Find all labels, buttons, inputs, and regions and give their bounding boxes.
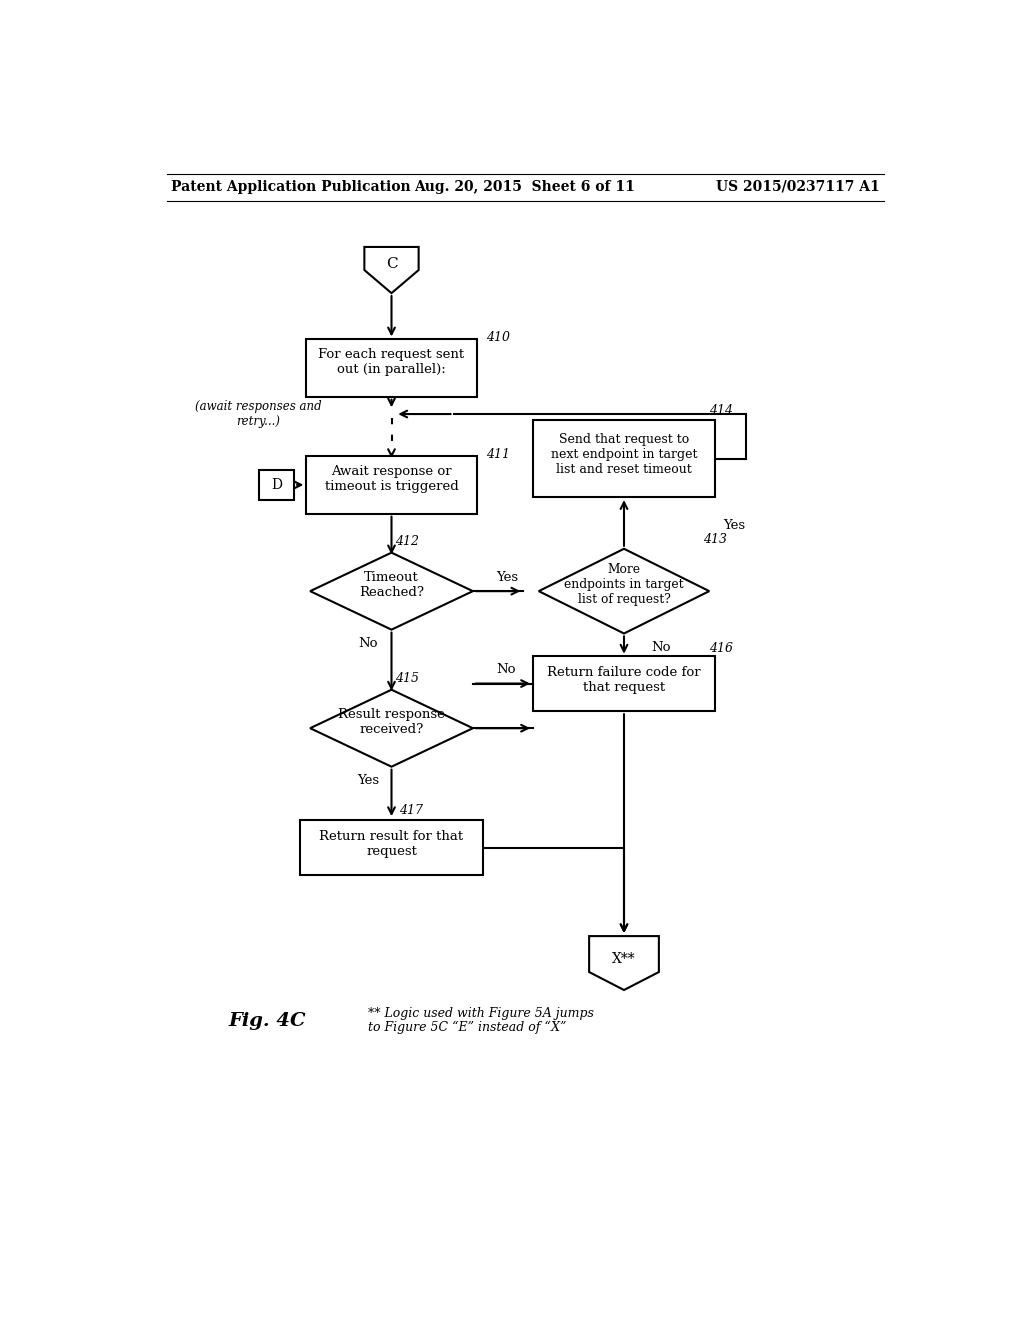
Text: D: D <box>271 478 283 492</box>
Text: Timeout
Reached?: Timeout Reached? <box>359 572 424 599</box>
Bar <box>532 656 715 711</box>
Bar <box>300 820 482 875</box>
Text: Return result for that
request: Return result for that request <box>319 830 464 858</box>
Bar <box>532 420 715 498</box>
Text: ** Logic used with Figure 5A jumps: ** Logic used with Figure 5A jumps <box>369 1007 594 1019</box>
Text: Send that request to
next endpoint in target
list and reset timeout: Send that request to next endpoint in ta… <box>551 433 697 477</box>
Text: Yes: Yes <box>357 774 379 787</box>
Text: (await responses and
retry...): (await responses and retry...) <box>195 400 322 428</box>
Text: No: No <box>496 663 516 676</box>
Text: Patent Application Publication: Patent Application Publication <box>171 180 411 194</box>
Text: For each request sent
out (in parallel):: For each request sent out (in parallel): <box>318 347 465 376</box>
Text: Fig. 4C: Fig. 4C <box>228 1012 306 1030</box>
Text: No: No <box>651 640 671 653</box>
Bar <box>259 470 294 499</box>
Text: No: No <box>358 638 378 649</box>
Text: 416: 416 <box>710 642 733 655</box>
Text: Await response or
timeout is triggered: Await response or timeout is triggered <box>325 465 459 492</box>
Polygon shape <box>365 247 419 293</box>
Text: More
endpoints in target
list of request?: More endpoints in target list of request… <box>564 564 684 606</box>
Text: to Figure 5C “E” instead of “X”: to Figure 5C “E” instead of “X” <box>369 1020 566 1034</box>
Text: 410: 410 <box>486 331 510 345</box>
Text: US 2015/0237117 A1: US 2015/0237117 A1 <box>716 180 880 194</box>
Text: 412: 412 <box>395 536 419 548</box>
Text: 411: 411 <box>486 447 510 461</box>
Text: Yes: Yes <box>723 519 745 532</box>
Polygon shape <box>539 549 710 634</box>
Text: X**: X** <box>612 952 636 966</box>
Polygon shape <box>589 936 658 990</box>
Bar <box>306 339 477 397</box>
Text: 413: 413 <box>703 533 727 546</box>
Text: Yes: Yes <box>496 570 518 583</box>
Polygon shape <box>310 553 473 630</box>
Text: Result response
received?: Result response received? <box>338 708 445 737</box>
Bar <box>306 455 477 513</box>
Polygon shape <box>310 689 473 767</box>
Text: 414: 414 <box>710 404 733 417</box>
Text: 415: 415 <box>395 672 419 685</box>
Text: Aug. 20, 2015  Sheet 6 of 11: Aug. 20, 2015 Sheet 6 of 11 <box>415 180 635 194</box>
Text: 417: 417 <box>399 804 423 817</box>
Text: C: C <box>386 257 397 271</box>
Text: Return failure code for
that request: Return failure code for that request <box>547 665 700 694</box>
